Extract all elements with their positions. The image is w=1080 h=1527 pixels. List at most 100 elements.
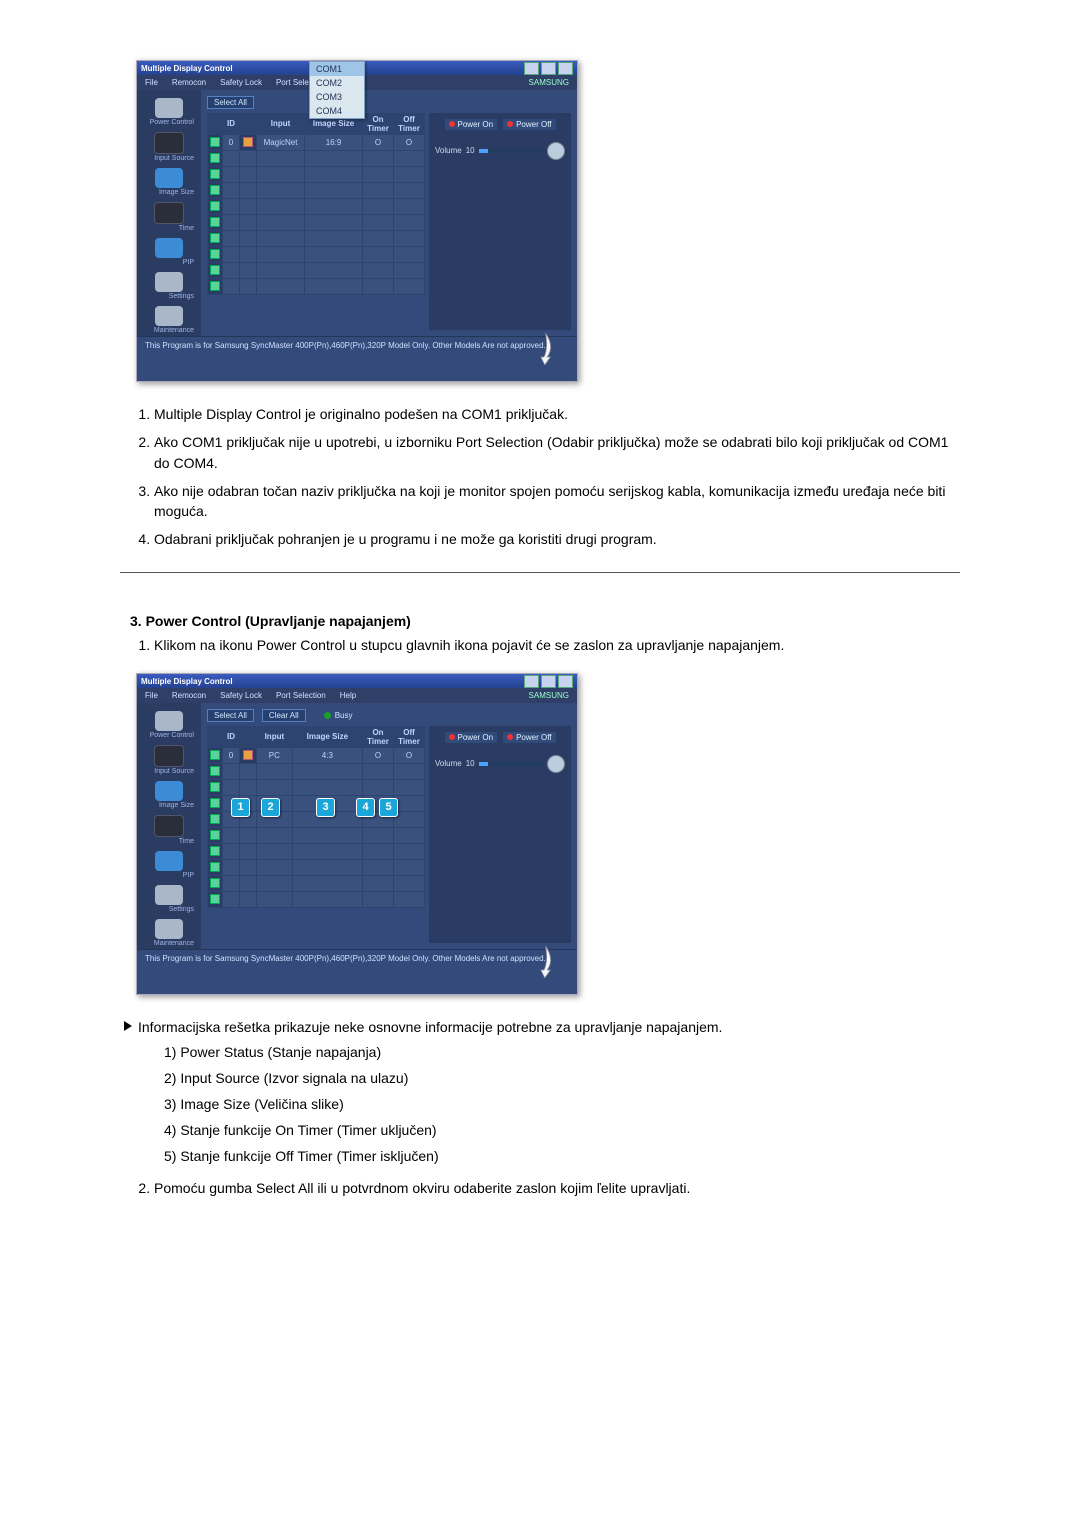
table-row[interactable]: [208, 230, 425, 246]
menu-file[interactable]: File: [145, 691, 158, 700]
table-row[interactable]: [208, 779, 425, 795]
table-row[interactable]: 0 MagicNet 16:9 O O: [208, 134, 425, 150]
volume-knob-icon[interactable]: [547, 755, 565, 773]
sidebar-item-pip[interactable]: PIP: [143, 236, 195, 268]
volume-bar[interactable]: [479, 149, 543, 153]
right-panel: Power On Power Off Volume 10: [429, 726, 571, 943]
volume-knob-icon[interactable]: [547, 142, 565, 160]
annotation-1: 1: [231, 798, 250, 817]
table-row[interactable]: [208, 763, 425, 779]
sidebar: Power Control Input Source Image Size Ti…: [137, 703, 201, 949]
volume-control[interactable]: Volume 10: [435, 142, 565, 160]
dropdown-item-com4[interactable]: COM4: [310, 104, 364, 118]
table-row[interactable]: [208, 875, 425, 891]
menu-file[interactable]: File: [145, 78, 158, 87]
table-row[interactable]: [208, 278, 425, 294]
col-ck: [208, 113, 223, 134]
menu-safety[interactable]: Safety Lock: [220, 691, 262, 700]
power-on-button[interactable]: Power On: [445, 732, 498, 743]
annotation-5: 5: [379, 798, 398, 817]
row-checkbox[interactable]: [208, 134, 223, 150]
select-all-button[interactable]: Select All: [207, 709, 254, 722]
annotation-2: 2: [261, 798, 280, 817]
list-item: Pomoću gumba Select All ili u potvrdnom …: [154, 1178, 960, 1198]
top-buttons: Select All Clear All Busy: [207, 96, 571, 109]
app-body: Power Control Input Source Image Size Ti…: [137, 90, 577, 336]
list-item: Odabrani priključak pohranjen je u progr…: [154, 529, 960, 549]
menu-remocon[interactable]: Remocon: [172, 691, 206, 700]
bullet-text: Informacijska rešetka prikazuje neke osn…: [138, 1017, 722, 1037]
row-id: 0: [223, 134, 240, 150]
time-icon: [154, 815, 184, 837]
screenshot-2: Multiple Display Control File Remocon Sa…: [136, 673, 578, 995]
grid-panel: ID Input Image Size On Timer Off Timer: [207, 113, 571, 330]
dropdown-item-com2[interactable]: COM2: [310, 76, 364, 90]
clear-all-button[interactable]: Clear All: [262, 709, 306, 722]
window-buttons: [524, 62, 573, 75]
sidebar-item-time[interactable]: Time: [143, 200, 195, 234]
sublist-item: 1) Power Status (Stanje napajanja): [164, 1041, 960, 1065]
screenshot-2-wrap: Multiple Display Control File Remocon Sa…: [136, 673, 960, 995]
volume-control[interactable]: Volume 10: [435, 755, 565, 773]
power-icon: [155, 711, 183, 731]
input-icon: [154, 745, 184, 767]
data-table: ID Input Image Size On Timer Off Timer: [207, 726, 425, 908]
table-row[interactable]: [208, 246, 425, 262]
table-row[interactable]: [208, 214, 425, 230]
table-row[interactable]: [208, 843, 425, 859]
volume-label: Volume: [435, 146, 462, 155]
table-row[interactable]: 0 PC 4:3 O O: [208, 747, 425, 763]
table-row[interactable]: [208, 198, 425, 214]
sidebar-item-pip[interactable]: PIP: [143, 849, 195, 881]
power-icon: [155, 98, 183, 118]
sidebar-item-power[interactable]: Power Control: [143, 96, 195, 128]
select-all-button[interactable]: Select All: [207, 96, 254, 109]
close-icon[interactable]: [558, 62, 573, 75]
brand: SAMSUNG: [529, 78, 569, 87]
max-icon[interactable]: [541, 62, 556, 75]
menu-safety[interactable]: Safety Lock: [220, 78, 262, 87]
sidebar-item-power[interactable]: Power Control: [143, 709, 195, 741]
sublist-item: 5) Stanje funkcije Off Timer (Timer iskl…: [164, 1145, 960, 1169]
menu-help[interactable]: Help: [340, 691, 356, 700]
power-off-button[interactable]: Power Off: [503, 732, 555, 743]
sidebar-item-image[interactable]: Image Size: [143, 166, 195, 198]
sidebar-item-image[interactable]: Image Size: [143, 779, 195, 811]
sidebar-item-input[interactable]: Input Source: [143, 743, 195, 777]
col-input: Input: [257, 113, 305, 134]
row-input: MagicNet: [257, 134, 305, 150]
table-row[interactable]: [208, 166, 425, 182]
min-icon[interactable]: [524, 675, 539, 688]
window-title: Multiple Display Control: [141, 64, 233, 73]
table-row[interactable]: [208, 891, 425, 907]
sidebar-item-settings[interactable]: Settings: [143, 883, 195, 915]
table-row[interactable]: [208, 182, 425, 198]
grid: ID Input Image Size On Timer Off Timer: [207, 726, 425, 943]
sidebar-item-time[interactable]: Time: [143, 813, 195, 847]
menu-remocon[interactable]: Remocon: [172, 78, 206, 87]
right-panel: Power On Power Off Volume 10: [429, 113, 571, 330]
triangle-icon: [124, 1021, 132, 1031]
screenshot-1: Multiple Display Control File Remocon Sa…: [136, 60, 578, 382]
sidebar-item-settings[interactable]: Settings: [143, 270, 195, 302]
footer-text: This Program is for Samsung SyncMaster 4…: [145, 954, 546, 963]
sidebar-item-maintenance[interactable]: Maintenance: [143, 917, 195, 949]
table-row[interactable]: [208, 150, 425, 166]
power-on-button[interactable]: Power On: [445, 119, 498, 130]
table-row[interactable]: [208, 859, 425, 875]
table-row[interactable]: [208, 827, 425, 843]
max-icon[interactable]: [541, 675, 556, 688]
port-dropdown[interactable]: COM1 COM2 COM3 COM4: [309, 61, 365, 119]
min-icon[interactable]: [524, 62, 539, 75]
sidebar-item-input[interactable]: Input Source: [143, 130, 195, 164]
menu-port[interactable]: Port Selection: [276, 691, 326, 700]
close-icon[interactable]: [558, 675, 573, 688]
col-on: On Timer: [363, 113, 394, 134]
dropdown-item-com3[interactable]: COM3: [310, 90, 364, 104]
table-row[interactable]: [208, 262, 425, 278]
menubar: File Remocon Safety Lock Port Selection …: [137, 688, 577, 702]
power-off-button[interactable]: Power Off: [503, 119, 555, 130]
busy-indicator: Busy: [324, 711, 353, 720]
dropdown-item-com1[interactable]: COM1: [310, 62, 364, 76]
sidebar-item-maintenance[interactable]: Maintenance: [143, 304, 195, 336]
